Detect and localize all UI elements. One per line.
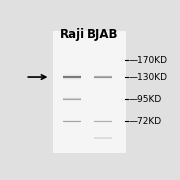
Bar	[94, 76, 112, 77]
Bar	[94, 75, 112, 76]
Bar	[63, 98, 81, 99]
Text: —95KD: —95KD	[129, 95, 162, 104]
Bar	[63, 77, 81, 78]
Bar	[94, 77, 112, 78]
Bar	[63, 74, 81, 75]
Text: —170KD: —170KD	[129, 56, 168, 65]
Bar	[63, 100, 81, 101]
Bar	[63, 76, 81, 77]
Bar	[63, 78, 81, 79]
Bar	[63, 99, 81, 100]
Text: —130KD: —130KD	[129, 73, 168, 82]
Bar	[63, 75, 81, 76]
Text: —72KD: —72KD	[129, 117, 162, 126]
Text: BJAB: BJAB	[87, 28, 118, 41]
Text: Raji: Raji	[59, 28, 85, 41]
Bar	[63, 79, 81, 80]
Bar	[53, 31, 126, 153]
Bar	[94, 78, 112, 79]
Bar	[63, 97, 81, 98]
